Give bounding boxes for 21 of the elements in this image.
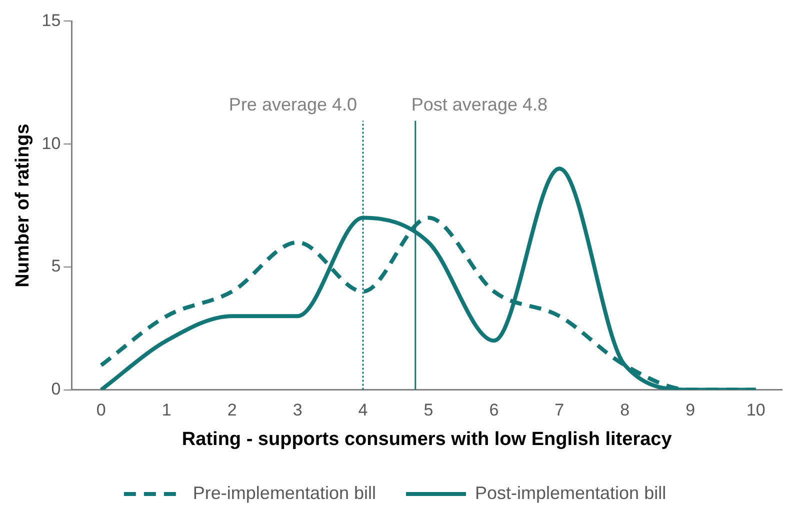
x-tick-label: 1 [162,400,172,420]
x-tick-label: 9 [686,400,696,420]
x-tick-label: 10 [746,400,766,420]
ref-line-label: Post average 4.8 [411,94,548,115]
y-tick-label: 15 [42,10,61,30]
x-tick-label: 6 [489,400,499,420]
legend-label: Post-implementation bill [474,482,666,503]
ref-line-label: Pre average 4.0 [228,94,358,115]
y-tick-label: 5 [51,256,61,276]
y-tick-label: 10 [42,134,61,153]
x-axis-title: Rating - supports consumers with low English literacy [182,428,672,450]
x-tick-label: 5 [424,400,434,420]
y-tick-label: 0 [51,379,61,398]
y-axis-title: Number of ratings [12,124,34,288]
x-tick-label: 4 [358,400,368,420]
x-tick-label: 2 [227,400,237,420]
legend-label: Pre-implementation bill [192,482,376,503]
x-tick-label: 7 [554,400,564,420]
x-tick-label: 0 [96,400,106,420]
x-tick-label: 8 [620,400,630,420]
x-tick-label: 3 [292,400,302,420]
